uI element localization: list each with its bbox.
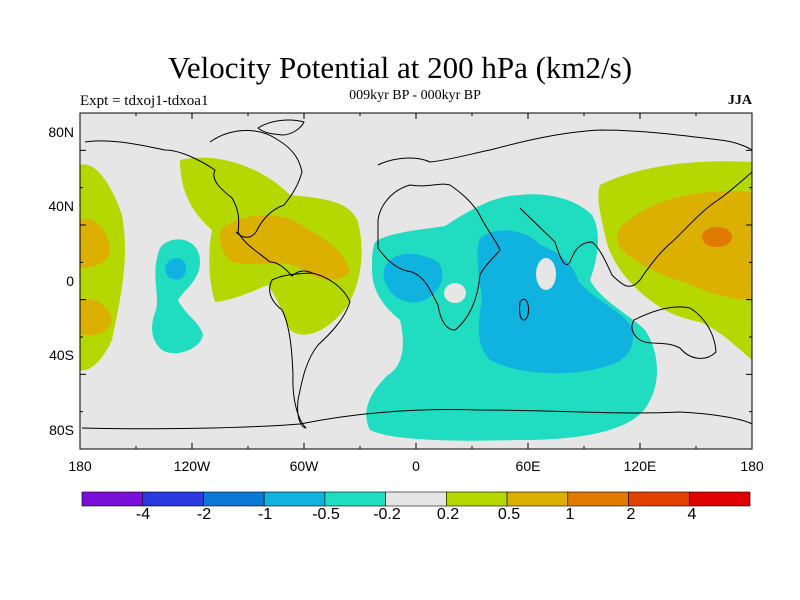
contour-negative-0-5 (165, 230, 633, 374)
lon-tick-label: 120E (623, 458, 657, 474)
colorbar-label: 0.2 (436, 506, 460, 523)
season-label: JJA (727, 93, 752, 108)
colorbar-swatch (142, 491, 204, 507)
colorbar-swatch (506, 491, 569, 507)
colorbar-swatch (688, 491, 751, 507)
lon-tick-label: 180 (68, 458, 92, 474)
colorbar-label: -0.2 (373, 506, 401, 523)
map-plot-area (80, 113, 752, 449)
contour-neutral-holes (444, 258, 556, 303)
axis-ticks (79, 112, 753, 450)
colorbar-swatch (385, 491, 447, 507)
colorbar-swatch (81, 491, 144, 507)
colorbar-label: -2 (196, 506, 212, 523)
lat-tick-label: 80S (49, 422, 74, 438)
contour-positive-1 (702, 227, 732, 247)
lon-tick-label: 60E (515, 458, 541, 474)
contour-positive-0-5 (80, 191, 752, 336)
lat-tick-label: 40S (49, 347, 74, 363)
colorbar-swatch (203, 491, 265, 507)
colorbar-label: -0.5 (312, 506, 340, 523)
colorbar-swatch (567, 491, 629, 507)
lat-tick-label: 40N (48, 198, 74, 214)
lat-tick-label: 0 (66, 273, 74, 289)
colorbar-label: -4 (135, 506, 151, 523)
colorbar-swatch (446, 491, 508, 507)
colorbar-label: 4 (687, 506, 697, 523)
experiment-label: Expt = tdxoj1-tdxoa1 (80, 93, 209, 109)
lat-tick-label: 80N (48, 124, 74, 140)
colorbar-label: 1 (565, 506, 575, 523)
colorbar-swatch (263, 491, 326, 507)
colorbar-label: 2 (626, 506, 636, 523)
map-subtitle: 009kyr BP - 000kyr BP (349, 88, 481, 103)
lon-tick-label: 180 (740, 458, 764, 474)
lon-tick-label: 120W (173, 458, 211, 474)
colorbar-swatch (628, 491, 690, 507)
lon-tick-label: 60W (289, 458, 319, 474)
colorbar (81, 491, 751, 507)
colorbar-label: -1 (257, 506, 273, 523)
coastlines (81, 119, 752, 430)
colorbar-label: 0.5 (497, 506, 521, 523)
lon-tick-label: 0 (412, 458, 420, 474)
map-title: Velocity Potential at 200 hPa (km2/s) (167, 50, 633, 85)
colorbar-swatch (324, 491, 386, 507)
